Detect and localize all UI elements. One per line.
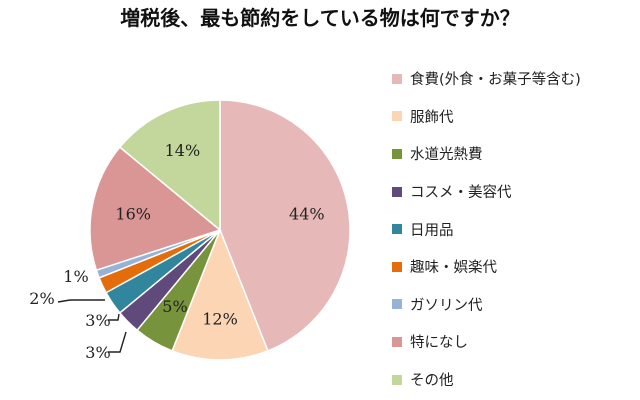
legend-swatch bbox=[392, 186, 402, 197]
legend-swatch bbox=[392, 111, 402, 122]
legend-item: 趣味・娯楽代 bbox=[392, 248, 638, 286]
legend-swatch bbox=[392, 261, 402, 272]
legend-item: 特になし bbox=[392, 323, 638, 361]
data-label: 2% bbox=[29, 289, 54, 308]
legend-swatch bbox=[392, 224, 402, 235]
leader-line bbox=[108, 331, 127, 353]
legend-item: 食費(外食・お菓子等含む) bbox=[392, 60, 638, 98]
pie-slice bbox=[89, 146, 222, 272]
legend-item: 日用品 bbox=[392, 210, 638, 248]
data-label: 44% bbox=[289, 204, 325, 223]
legend-label: コスメ・美容代 bbox=[410, 185, 512, 202]
legend-swatch bbox=[392, 299, 402, 310]
data-label: 3% bbox=[85, 311, 110, 330]
legend-swatch bbox=[392, 73, 402, 84]
pie-slice bbox=[219, 99, 351, 352]
legend-swatch bbox=[392, 148, 402, 159]
legend-label: その他 bbox=[410, 373, 454, 390]
data-label: 1% bbox=[63, 267, 88, 286]
legend-label: 水道光熱費 bbox=[410, 147, 483, 164]
legend-item: ガソリン代 bbox=[392, 286, 638, 324]
legend-label: 趣味・娯楽代 bbox=[410, 260, 497, 277]
legend-item: コスメ・美容代 bbox=[392, 173, 638, 211]
legend-label: 服飾代 bbox=[410, 109, 454, 126]
data-label: 14% bbox=[165, 141, 201, 160]
legend-label: 食費(外食・お菓子等含む) bbox=[410, 72, 581, 89]
pie-slice bbox=[171, 227, 269, 361]
legend: 食費(外食・お菓子等含む) 服飾代水道光熱費コスメ・美容代 日用品趣味・娯楽代 ガソリ… bbox=[392, 60, 638, 398]
legend-item: 服飾代 bbox=[392, 98, 638, 136]
legend-label: 特になし bbox=[410, 335, 468, 352]
data-label: 3% bbox=[85, 343, 110, 362]
legend-label: 日用品 bbox=[410, 222, 454, 239]
data-label: 12% bbox=[202, 309, 238, 328]
pie-slice bbox=[118, 99, 221, 232]
leader-line bbox=[108, 313, 120, 321]
legend-item: 水道光熱費 bbox=[392, 135, 638, 173]
data-label: 16% bbox=[115, 204, 151, 223]
legend-label: ガソリン代 bbox=[410, 297, 483, 314]
legend-item: その他 bbox=[392, 361, 638, 399]
legend-swatch bbox=[392, 374, 402, 385]
leader-line bbox=[57, 299, 105, 303]
data-label: 5% bbox=[162, 297, 187, 316]
chart-title: 増税後、最も節約をしている物は何ですか？ bbox=[120, 6, 520, 30]
legend-swatch bbox=[392, 336, 402, 347]
